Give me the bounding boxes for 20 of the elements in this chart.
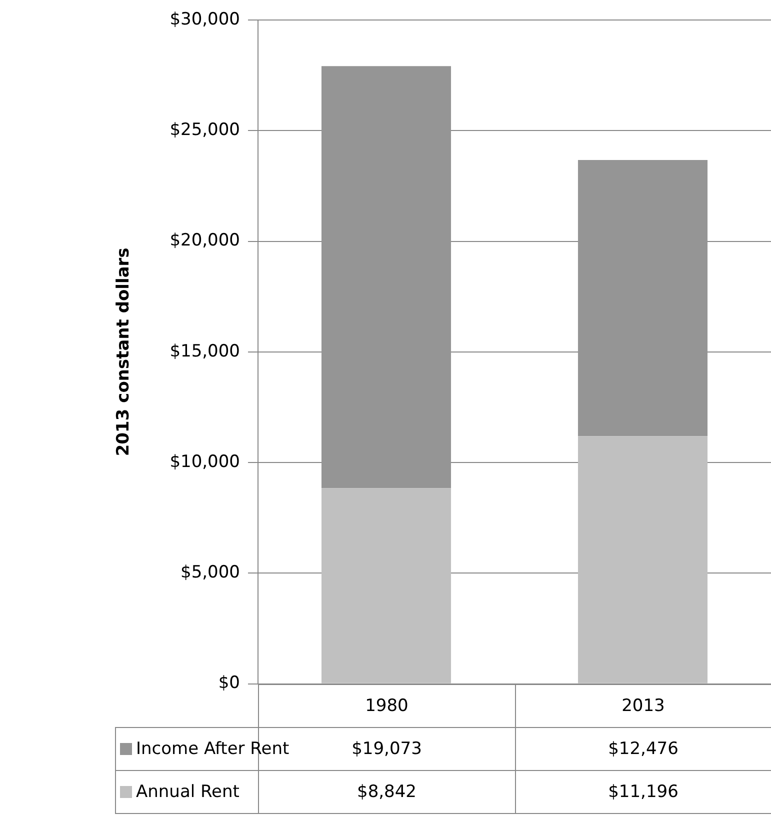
y-tick-label: $15,000 xyxy=(170,341,240,362)
bar xyxy=(578,160,708,436)
bar xyxy=(321,488,452,684)
y-tick-label: $0 xyxy=(218,673,240,694)
y-axis-title: 2013 constant dollars xyxy=(114,248,134,456)
data-label: $11,196 xyxy=(515,770,771,814)
y-tick-label: $10,000 xyxy=(170,452,240,472)
bar xyxy=(321,66,452,488)
y-tick-label: $30,000 xyxy=(170,9,240,30)
legend-label: Annual Rent xyxy=(116,770,258,814)
data-label: $12,476 xyxy=(515,727,771,770)
y-tick-label: $5,000 xyxy=(180,562,240,583)
data-label: $8,842 xyxy=(258,770,515,814)
y-tick-label: $25,000 xyxy=(170,120,240,140)
data-label: $19,073 xyxy=(352,738,422,759)
legend-label: Income After Rent xyxy=(135,738,290,761)
y-tick-label: $20,000 xyxy=(170,230,240,251)
x-tick-label: 2013 xyxy=(515,684,771,728)
bar xyxy=(578,436,708,684)
x-tick-label: 1980 xyxy=(258,684,515,728)
